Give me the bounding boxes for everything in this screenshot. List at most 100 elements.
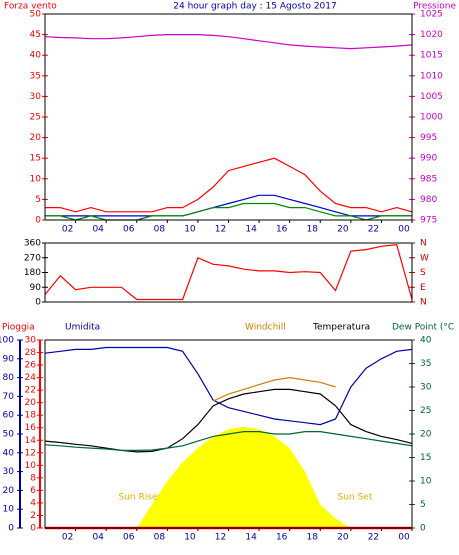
y2-tick-label: 20 bbox=[420, 430, 432, 440]
legend-entry: Temperatura bbox=[312, 323, 370, 333]
y2-tick-label: 980 bbox=[420, 195, 437, 205]
y2-tick-label: 30 bbox=[420, 383, 432, 393]
annotation: Sun Rise bbox=[119, 493, 158, 503]
y2-tick-label: 1015 bbox=[420, 51, 443, 61]
x-tick-label: 16 bbox=[276, 533, 288, 543]
y3-tick-label: 6 bbox=[30, 486, 36, 496]
x-tick-label: 14 bbox=[245, 225, 257, 235]
line-series bbox=[44, 388, 413, 453]
y-tick-label: 30 bbox=[30, 92, 42, 102]
y-tick-label: 30 bbox=[3, 467, 15, 477]
y2-tick-label: 1000 bbox=[420, 113, 443, 123]
x-tick-label: 06 bbox=[123, 225, 135, 235]
line-series bbox=[45, 202, 412, 221]
line-series bbox=[44, 431, 413, 451]
y-tick-label: 15 bbox=[30, 154, 41, 164]
y3-tick-label: 8 bbox=[30, 473, 36, 483]
y3-tick-label: 28 bbox=[25, 348, 37, 358]
x-tick-label: 18 bbox=[307, 225, 319, 235]
legend-entry: Windchill bbox=[245, 323, 286, 333]
x-tick-label: 10 bbox=[184, 225, 196, 235]
line-series bbox=[212, 376, 336, 402]
y3-tick-label: 2 bbox=[30, 511, 36, 521]
y-tick-label: 0 bbox=[35, 216, 41, 226]
y2-tick-label: 40 bbox=[420, 336, 432, 346]
x-tick-label: 12 bbox=[215, 533, 226, 543]
x-tick-label: 16 bbox=[276, 225, 288, 235]
y-tick-label: 270 bbox=[24, 253, 41, 263]
x-tick-label: 02 bbox=[62, 225, 73, 235]
x-tick-label: 14 bbox=[245, 533, 257, 543]
legend-entry: Dew Point (°C bbox=[392, 323, 454, 333]
x-tick-label: 22 bbox=[368, 225, 379, 235]
y3-tick-label: 14 bbox=[25, 436, 37, 446]
x-tick-label: 00 bbox=[398, 533, 410, 543]
x-tick-label: 12 bbox=[215, 225, 226, 235]
y-tick-label: 45 bbox=[30, 30, 41, 40]
plot-frame bbox=[44, 13, 413, 221]
y2-tick-label: 25 bbox=[420, 406, 431, 416]
y2-tick-label: 1005 bbox=[420, 92, 443, 102]
x-tick-label: 04 bbox=[92, 225, 104, 235]
y2-tick-label: 1010 bbox=[420, 71, 443, 81]
y3-tick-label: 26 bbox=[25, 361, 37, 371]
y2-axis-label: Pressione bbox=[413, 2, 456, 12]
y-tick-label: 25 bbox=[30, 113, 41, 123]
line-series bbox=[45, 194, 412, 217]
y-tick-label: 0 bbox=[35, 298, 41, 308]
legend-entry: Umidita bbox=[65, 323, 100, 333]
y3-tick-label: 12 bbox=[25, 448, 36, 458]
y-tick-label: 40 bbox=[30, 51, 42, 61]
plot-frame bbox=[44, 339, 413, 529]
y2-tick-label: W bbox=[420, 253, 429, 263]
x-tick-label: 08 bbox=[154, 225, 166, 235]
y2-tick-label: 995 bbox=[420, 133, 437, 143]
y3-tick-label: 22 bbox=[25, 386, 36, 396]
y3-tick-label: 18 bbox=[25, 411, 37, 421]
y2-tick-label: 1025 bbox=[420, 10, 443, 20]
x-tick-label: 08 bbox=[154, 533, 166, 543]
y3-tick-label: 24 bbox=[25, 373, 37, 383]
y-tick-label: 20 bbox=[30, 133, 42, 143]
x-tick-label: 00 bbox=[398, 225, 410, 235]
y2-tick-label: 35 bbox=[420, 359, 431, 369]
chart-title: 24 hour graph day : 15 Agosto 2017 bbox=[173, 2, 336, 12]
y-tick-label: 0 bbox=[8, 524, 14, 534]
y-tick-label: 10 bbox=[30, 174, 42, 184]
y2-tick-label: 5 bbox=[420, 500, 426, 510]
legend-entry: Pioggia bbox=[2, 323, 35, 333]
y-tick-label: 70 bbox=[3, 392, 15, 402]
y2-tick-label: 985 bbox=[420, 174, 437, 184]
x-tick-label: 20 bbox=[337, 225, 349, 235]
y-tick-label: 360 bbox=[24, 239, 41, 249]
y3-tick-label: 4 bbox=[30, 498, 36, 508]
x-tick-label: 02 bbox=[62, 533, 73, 543]
y-tick-label: 180 bbox=[24, 268, 41, 278]
y3-tick-label: 16 bbox=[25, 423, 37, 433]
y3-tick-label: 30 bbox=[25, 336, 37, 346]
y2-tick-label: N bbox=[420, 239, 427, 249]
y-tick-label: 40 bbox=[3, 448, 15, 458]
y-tick-label: 10 bbox=[3, 505, 15, 515]
y-tick-label: 60 bbox=[3, 411, 15, 421]
area bbox=[45, 426, 412, 528]
y-tick-label: 50 bbox=[30, 10, 42, 20]
y-tick-label: 20 bbox=[3, 486, 15, 496]
y-tick-label: 50 bbox=[3, 430, 15, 440]
y-axis-label: Forza vento bbox=[4, 2, 57, 12]
y2-tick-label: 0 bbox=[420, 524, 426, 534]
line-series bbox=[44, 34, 413, 50]
x-tick-label: 18 bbox=[307, 533, 319, 543]
x-tick-label: 20 bbox=[337, 533, 349, 543]
y-tick-label: 5 bbox=[35, 195, 41, 205]
line-series bbox=[45, 157, 413, 213]
y-tick-label: 80 bbox=[3, 373, 15, 383]
y-tick-label: 35 bbox=[30, 71, 41, 81]
y2-tick-label: 10 bbox=[420, 477, 432, 487]
x-tick-label: 04 bbox=[92, 533, 104, 543]
plot-frame bbox=[44, 242, 413, 303]
x-tick-label: 06 bbox=[123, 533, 135, 543]
y-tick-label: 90 bbox=[30, 283, 42, 293]
y2-tick-label: S bbox=[420, 268, 426, 278]
